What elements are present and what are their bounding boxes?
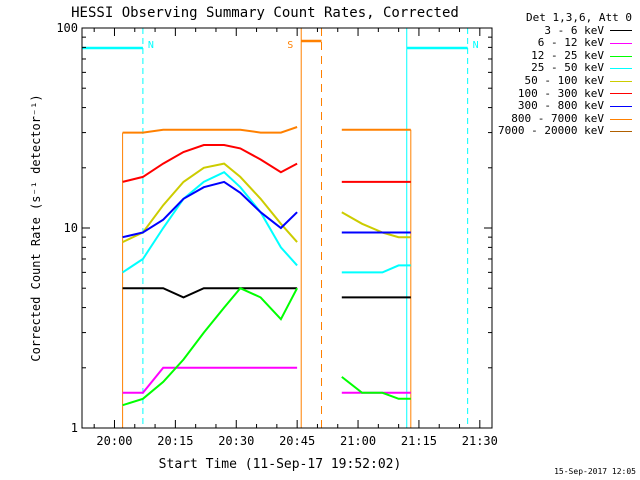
legend-item: 300 - 800 keV bbox=[486, 100, 632, 113]
legend-item: 50 - 100 keV bbox=[486, 73, 632, 88]
axes: 20:00 20:15 20:30 20:45 21:00 21:15 21:30 1 10 10… bbox=[56, 21, 498, 448]
legend-swatch bbox=[610, 30, 632, 32]
legend-swatch bbox=[610, 131, 632, 133]
series-line bbox=[122, 162, 298, 244]
legend-item-label: 6 - 12 keV bbox=[537, 36, 604, 50]
series-line bbox=[122, 144, 298, 183]
legend-item: 12 - 25 keV bbox=[486, 48, 632, 63]
legend-swatch bbox=[610, 42, 632, 44]
legend-item: 100 - 300 keV bbox=[486, 86, 632, 101]
legend-item-label: 50 - 100 keV bbox=[524, 73, 604, 87]
series-line bbox=[122, 286, 298, 407]
legend-item-label: 800 - 7000 keV bbox=[511, 111, 604, 125]
interval-label: S bbox=[287, 40, 293, 51]
legend: Det 1,3,6, Att 0 3 - 6 keV 6 - 12 keV 12 -… bbox=[486, 11, 632, 138]
legend-item-label: 100 - 300 keV bbox=[517, 86, 604, 100]
x-tick-label: 21:00 bbox=[340, 434, 376, 448]
legend-item-label: 7000 - 20000 keV bbox=[498, 124, 604, 138]
y-tick-label: 1 bbox=[71, 421, 78, 435]
legend-item-label: 12 - 25 keV bbox=[531, 48, 604, 62]
series-line bbox=[122, 126, 298, 134]
legend-swatch bbox=[610, 68, 632, 70]
legend-item: 800 - 7000 keV bbox=[486, 111, 632, 126]
legend-title: Det 1,3,6, Att 0 bbox=[526, 11, 632, 24]
legend-item: 6 - 12 keV bbox=[486, 37, 632, 50]
x-tick-label: 20:30 bbox=[218, 434, 254, 448]
x-tick-label: 20:45 bbox=[279, 434, 315, 448]
x-tick-label: 20:00 bbox=[96, 434, 132, 448]
interval-label: N bbox=[473, 40, 479, 51]
print-timestamp: 15-Sep-2017 12:05 bbox=[554, 467, 636, 476]
legend-swatch bbox=[610, 93, 632, 95]
legend-swatch bbox=[610, 105, 632, 107]
y-tick-label: 10 bbox=[64, 221, 78, 235]
y-axis-label: Corrected Count Rate (s⁻¹ detector⁻¹) bbox=[29, 94, 43, 361]
legend-swatch bbox=[610, 118, 632, 120]
x-tick-label: 21:15 bbox=[401, 434, 437, 448]
x-tick-label: 20:15 bbox=[157, 434, 193, 448]
interval-label: N bbox=[148, 40, 154, 51]
series-line bbox=[341, 264, 411, 274]
legend-swatch bbox=[610, 80, 632, 82]
series-line bbox=[122, 171, 298, 274]
legend-swatch bbox=[610, 55, 632, 57]
x-tick-label: 21:30 bbox=[462, 434, 498, 448]
legend-item: 7000 - 20000 keV bbox=[486, 125, 632, 138]
legend-item-label: 300 - 800 keV bbox=[517, 99, 604, 113]
series-line bbox=[122, 180, 298, 239]
series-line bbox=[122, 287, 298, 299]
legend-item: 25 - 50 keV bbox=[486, 62, 632, 75]
chart-title: HESSI Observing Summary Count Rates, Cor… bbox=[71, 5, 459, 21]
series-line bbox=[122, 366, 298, 394]
legend-item-label: 3 - 6 keV bbox=[544, 23, 604, 37]
series-line bbox=[341, 376, 411, 400]
x-axis-label: Start Time (11-Sep-17 19:52:02) bbox=[159, 457, 402, 472]
y-tick-label: 100 bbox=[56, 21, 78, 35]
plot-area: N NS bbox=[81, 28, 479, 428]
legend-item-label: 25 - 50 keV bbox=[531, 61, 604, 75]
legend-item: 3 - 6 keV bbox=[486, 23, 632, 38]
